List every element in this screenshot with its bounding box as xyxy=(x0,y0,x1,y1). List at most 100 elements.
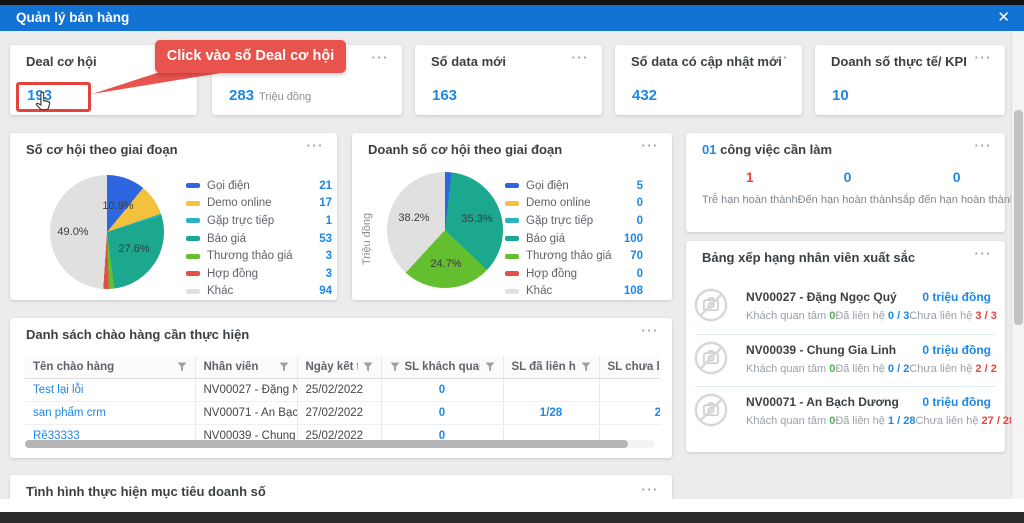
revenue-target-title: Tình hình thực hiện mục tiêu doanh số xyxy=(26,484,266,499)
col-header-ngay-ket-thuc: Ngày kết thúc xyxy=(297,356,382,379)
legend-label: Demo online xyxy=(526,197,591,210)
stat-pending: Chưa liên hệ 3 / 3 xyxy=(909,310,997,322)
horizontal-scrollbar-thumb[interactable] xyxy=(25,440,628,448)
annotation-highlight-box xyxy=(16,82,91,112)
kpi-card-data-cap-nhat: Số data có cập nhật mới ··· 432 xyxy=(615,45,802,115)
ranking-title: Bảng xếp hạng nhân viên xuất sắc xyxy=(702,250,916,265)
card-menu-icon[interactable]: ··· xyxy=(974,50,992,65)
offer-name-link[interactable]: san phẩm crm xyxy=(25,401,196,425)
employee-name: NV00071 - An Bạch Dương xyxy=(746,395,899,409)
col-header-sl-da-lien-he: SL đã liên hệ xyxy=(503,356,600,379)
legend-value: 1 xyxy=(325,214,332,227)
legend-item: Gặp trực tiếp 0 xyxy=(505,212,643,230)
offer-contacted xyxy=(503,378,600,402)
chart-title: Doanh số cơ hội theo giai đoạn xyxy=(368,142,563,157)
legend-value: 108 xyxy=(623,285,643,298)
card-menu-icon[interactable]: ··· xyxy=(771,50,789,65)
offer-interested: 0 xyxy=(381,378,504,402)
offers-table-card: Danh sách chào hàng cần thực hiện ··· Tê… xyxy=(10,318,672,458)
task-stat-label: sắp đến hạn hoàn thành xyxy=(897,194,1016,206)
legend-label: Khác xyxy=(526,285,553,298)
task-stat-value[interactable]: 0 xyxy=(843,169,852,185)
employee-revenue: 0 triệu đồng xyxy=(922,290,991,304)
filter-icon[interactable] xyxy=(177,362,187,372)
col-header-ten-chao-hang: Tên chào hàng xyxy=(25,356,196,379)
ranking-row[interactable]: NV00027 - Đặng Ngọc Quý 0 triệu đồng Khá… xyxy=(694,284,997,332)
card-menu-icon[interactable]: ··· xyxy=(641,482,659,497)
kpi-card-doanh-so-kpi: Doanh số thực tế/ KPI ··· 10 xyxy=(815,45,1005,115)
card-menu-icon[interactable]: ··· xyxy=(641,323,659,338)
legend-value: 21 xyxy=(319,179,332,192)
pie-slice-label: 10.9% xyxy=(102,200,134,212)
pie-chart[interactable] xyxy=(50,175,164,289)
filter-icon[interactable] xyxy=(485,362,495,372)
legend-item: Thương thảo giá 70 xyxy=(505,247,643,265)
offers-table: Tên chào hàng Nhân viên Ngày kết thúc SL… xyxy=(25,356,660,447)
kpi-value-link[interactable]: 283 Triệu đồng xyxy=(229,87,311,104)
horizontal-scrollbar-track[interactable] xyxy=(25,440,655,448)
legend-label: Khác xyxy=(207,285,234,298)
legend-swatch xyxy=(505,253,519,259)
offer-pending xyxy=(599,378,660,402)
task-stat-value[interactable]: 0 xyxy=(952,169,961,185)
legend-item: Gọi điện 21 xyxy=(186,177,332,195)
card-menu-icon[interactable]: ··· xyxy=(306,138,324,153)
offer-employee: NV00071 - An Bạc... xyxy=(195,401,298,425)
legend-value: 3 xyxy=(325,250,332,263)
legend-swatch xyxy=(186,236,200,242)
close-icon[interactable]: ✕ xyxy=(997,9,1010,26)
legend-swatch xyxy=(505,183,519,189)
filter-icon[interactable] xyxy=(363,362,373,372)
task-stat-value[interactable]: 1 xyxy=(745,169,754,185)
employee-name: NV00039 - Chung Gia Linh xyxy=(746,343,897,357)
card-menu-icon[interactable]: ··· xyxy=(571,50,589,65)
tasks-title: 01 công việc cần làm xyxy=(702,142,832,157)
annotation-callout-tail xyxy=(92,71,233,94)
tasks-card: 01 công việc cần làm ··· 1 Trễ hạn hoàn t… xyxy=(686,133,1016,232)
filter-icon[interactable] xyxy=(279,362,289,372)
tasks-count: 01 xyxy=(702,142,717,157)
legend-label: Demo online xyxy=(207,197,272,210)
bottom-white-strip xyxy=(0,499,1024,512)
stat-interest: Khách quan tâm 0 xyxy=(746,310,836,322)
stat-contacted: Đã liên hệ 0 / 3 xyxy=(835,310,910,322)
task-stat-overdue: 1 Trễ hạn hoàn thành xyxy=(702,169,798,206)
legend-item: Demo online 0 xyxy=(505,195,643,213)
offer-contacted: 1/28 xyxy=(503,401,600,425)
employee-stats: Khách quan tâm 0 Đã liên hệ 0 / 2 Chưa l… xyxy=(746,363,997,375)
card-menu-icon[interactable]: ··· xyxy=(641,138,659,153)
legend-swatch xyxy=(186,253,200,259)
offers-table-title: Danh sách chào hàng cần thực hiện xyxy=(26,327,250,342)
vertical-scrollbar-track[interactable] xyxy=(1011,31,1024,499)
vertical-scrollbar-thumb[interactable] xyxy=(1014,110,1023,325)
window-titlebar: Quản lý bán hàng ✕ xyxy=(0,5,1024,31)
filter-icon[interactable] xyxy=(390,362,400,372)
legend-value: 0 xyxy=(636,267,643,280)
card-menu-icon[interactable]: ··· xyxy=(974,138,992,153)
legend-swatch xyxy=(186,200,200,206)
pie-legend: Gọi điện 21 Demo online 17 Gặp trực tiếp 1 … xyxy=(186,177,332,300)
legend-label: Hợp đồng xyxy=(207,267,259,280)
kpi-value-link[interactable]: 10 xyxy=(832,87,849,104)
pie-card-doanh-so-co-hoi: Doanh số cơ hội theo giai đoạn ··· Triệu… xyxy=(352,133,672,300)
kpi-value-link[interactable]: 163 xyxy=(432,87,458,104)
legend-item: Báo giá 53 xyxy=(186,230,332,248)
task-stat-label: Trễ hạn hoàn thành xyxy=(702,194,798,206)
legend-item: Khác 108 xyxy=(505,283,643,301)
card-menu-icon[interactable]: ··· xyxy=(371,50,389,65)
ranking-row[interactable]: NV00071 - An Bạch Dương 0 triệu đồng Khá… xyxy=(694,389,1015,437)
pie-chart[interactable] xyxy=(387,172,503,288)
kpi-value-link[interactable]: 193 xyxy=(27,87,53,104)
ranking-row[interactable]: NV00039 - Chung Gia Linh 0 triệu đồng Kh… xyxy=(694,337,997,385)
card-menu-icon[interactable]: ··· xyxy=(974,246,992,261)
filter-icon[interactable] xyxy=(581,362,591,372)
legend-value: 5 xyxy=(636,179,643,192)
offer-name-link[interactable]: Test lại lỗi xyxy=(25,378,196,402)
offer-end-date: 25/02/2022 xyxy=(297,378,382,402)
kpi-value-link[interactable]: 432 xyxy=(632,87,658,104)
ranking-card: Bảng xếp hạng nhân viên xuất sắc ··· NV0… xyxy=(686,241,1015,452)
employee-name: NV00027 - Đặng Ngọc Quý xyxy=(746,290,897,304)
kpi-title: Deal cơ hội xyxy=(26,54,97,69)
employee-stats: Khách quan tâm 0 Đã liên hệ 0 / 3 Chưa l… xyxy=(746,310,997,322)
legend-label: Gọi điện xyxy=(526,179,569,192)
